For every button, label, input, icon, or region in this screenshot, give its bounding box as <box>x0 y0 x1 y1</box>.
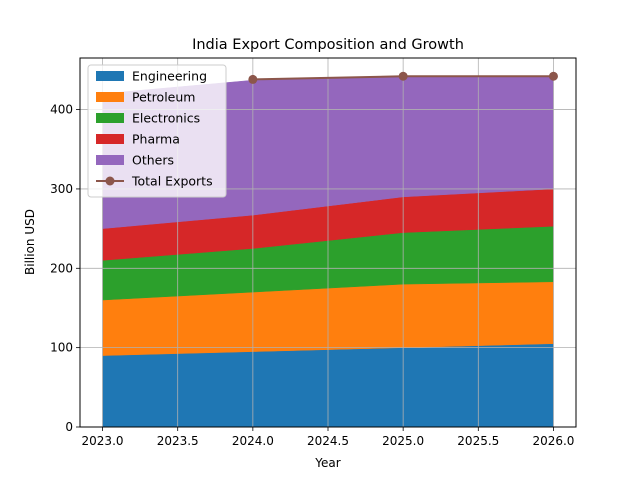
y-axis-ticks: 0 100 200 300 400 <box>50 103 80 434</box>
y-tick-label: 0 <box>65 420 73 434</box>
chart-title: India Export Composition and Growth <box>192 37 464 53</box>
legend-label-engineering: Engineering <box>132 69 207 84</box>
y-tick-label: 200 <box>50 261 73 275</box>
legend-label-petroleum: Petroleum <box>132 90 195 105</box>
x-tick-label: 2023.0 <box>82 434 124 448</box>
x-tick-label: 2023.5 <box>157 434 199 448</box>
x-axis-ticks: 2023.0 2023.5 2024.0 2024.5 2025.0 2025.5 2026… <box>82 427 574 448</box>
y-axis-label: Billion USD <box>23 209 37 275</box>
legend-label-others: Others <box>132 153 174 168</box>
legend-swatch-pharma <box>96 134 124 144</box>
legend-swatch-petroleum <box>96 92 124 102</box>
y-tick-label: 300 <box>50 182 73 196</box>
total-exports-point <box>398 71 408 81</box>
total-exports-point <box>548 71 558 81</box>
y-tick-label: 100 <box>50 341 73 355</box>
x-tick-label: 2024.5 <box>307 434 349 448</box>
legend-label-electronics: Electronics <box>132 111 200 126</box>
x-tick-label: 2026.0 <box>532 434 574 448</box>
legend: Engineering Petroleum Electronics Pharma Oth… <box>87 64 227 198</box>
legend-marker-total-exports <box>105 176 115 186</box>
y-tick-label: 400 <box>50 103 73 117</box>
x-tick-label: 2025.0 <box>382 434 424 448</box>
legend-swatch-others <box>96 155 124 165</box>
x-tick-label: 2025.5 <box>457 434 499 448</box>
total-exports-line <box>248 71 558 84</box>
legend-label-pharma: Pharma <box>132 132 180 147</box>
legend-label-total-exports: Total Exports <box>131 174 213 189</box>
x-tick-label: 2024.0 <box>232 434 274 448</box>
legend-swatch-electronics <box>96 113 124 123</box>
legend-swatch-engineering <box>96 71 124 81</box>
total-exports-point <box>248 74 258 84</box>
x-axis-label: Year <box>314 456 340 470</box>
